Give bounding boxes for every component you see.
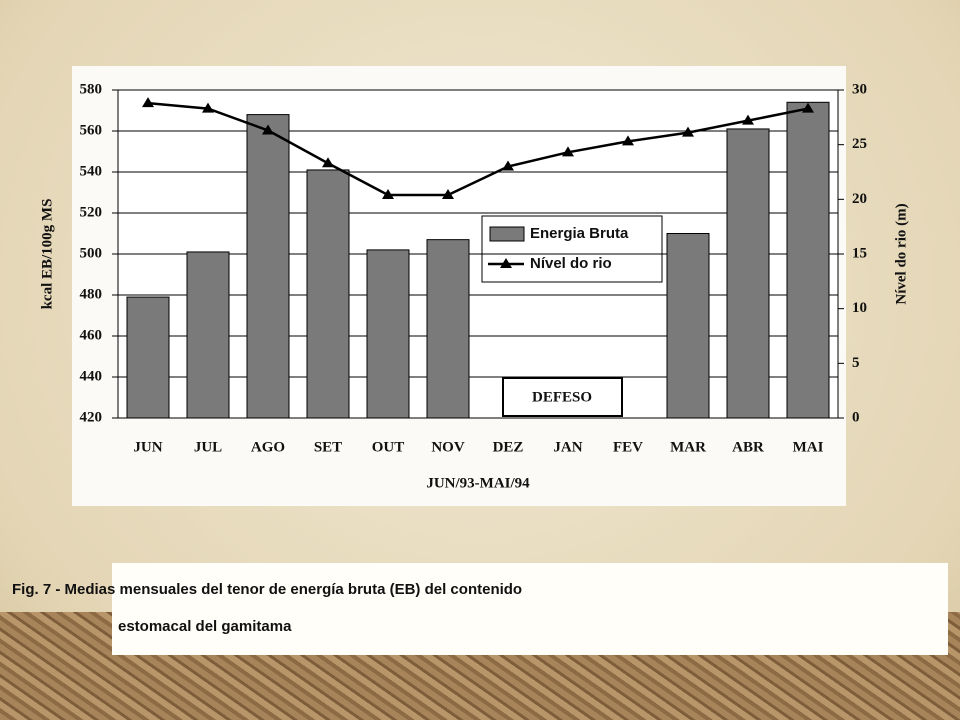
annotation-box: [502, 377, 623, 417]
y-axis-label: kcal EB/100g MS: [39, 199, 55, 310]
y-tick-label: 480: [80, 286, 103, 302]
y-tick-label: 520: [80, 204, 103, 220]
y-tick-label: 440: [80, 368, 103, 384]
x-tick-label: FEV: [613, 439, 643, 455]
bar: [666, 233, 710, 419]
marker: [622, 135, 634, 146]
x-tick-label: JAN: [553, 439, 582, 455]
bar: [306, 169, 350, 419]
marker: [382, 188, 394, 199]
marker: [502, 160, 514, 171]
x-tick-label: OUT: [372, 439, 405, 455]
caption-line: estomacal del gamitama: [118, 618, 292, 635]
x-tick-label: MAI: [793, 439, 824, 455]
bar: [366, 249, 410, 419]
x-axis-label: JUN/93-MAI/94: [426, 475, 530, 491]
bar: [786, 101, 830, 419]
x-tick-label: DEZ: [493, 439, 524, 455]
y2-tick-label: 10: [852, 300, 867, 316]
marker: [802, 102, 814, 113]
legend-label: Nível do rio: [530, 255, 612, 272]
marker: [202, 102, 214, 113]
y2-tick-label: 30: [852, 81, 867, 97]
marker: [442, 188, 454, 199]
y-tick-label: 500: [80, 245, 103, 261]
line: [147, 101, 809, 197]
legend-swatch: [489, 226, 525, 242]
bar: [186, 251, 230, 419]
y2-tick-label: 5: [852, 355, 860, 371]
y2-tick-label: 25: [852, 136, 867, 152]
marker: [322, 157, 334, 168]
y2-tick-label: 20: [852, 191, 867, 207]
x-tick-label: JUN: [133, 439, 162, 455]
y-tick-label: 460: [80, 327, 103, 343]
y2-tick-label: 15: [852, 245, 867, 261]
y2-tick-label: 0: [852, 409, 860, 425]
legend-label: Energia Bruta: [530, 225, 629, 242]
y2-axis-label: Nível do rio (m): [893, 203, 909, 304]
y-tick-label: 560: [80, 122, 103, 138]
x-tick-label: SET: [314, 439, 342, 455]
marker: [562, 146, 574, 157]
y-tick-label: 580: [80, 81, 103, 97]
bar: [426, 239, 470, 419]
x-tick-label: MAR: [670, 439, 706, 455]
marker: [262, 124, 274, 135]
x-tick-label: NOV: [431, 439, 465, 455]
y-tick-label: 420: [80, 409, 103, 425]
x-tick-label: ABR: [732, 439, 764, 455]
legend-marker: [500, 258, 512, 268]
annotation: DEFESO: [532, 389, 592, 405]
marker: [742, 114, 754, 125]
marker: [682, 126, 694, 137]
x-tick-label: JUL: [194, 439, 222, 455]
y-tick-label: 540: [80, 163, 103, 179]
x-tick-label: AGO: [251, 439, 285, 455]
bar: [126, 296, 170, 419]
bar: [726, 128, 770, 419]
caption-line: Fig. 7 - Medias mensuales del tenor de e…: [12, 581, 522, 598]
caption-box: [112, 563, 948, 655]
bar: [246, 114, 290, 419]
marker: [142, 97, 154, 108]
